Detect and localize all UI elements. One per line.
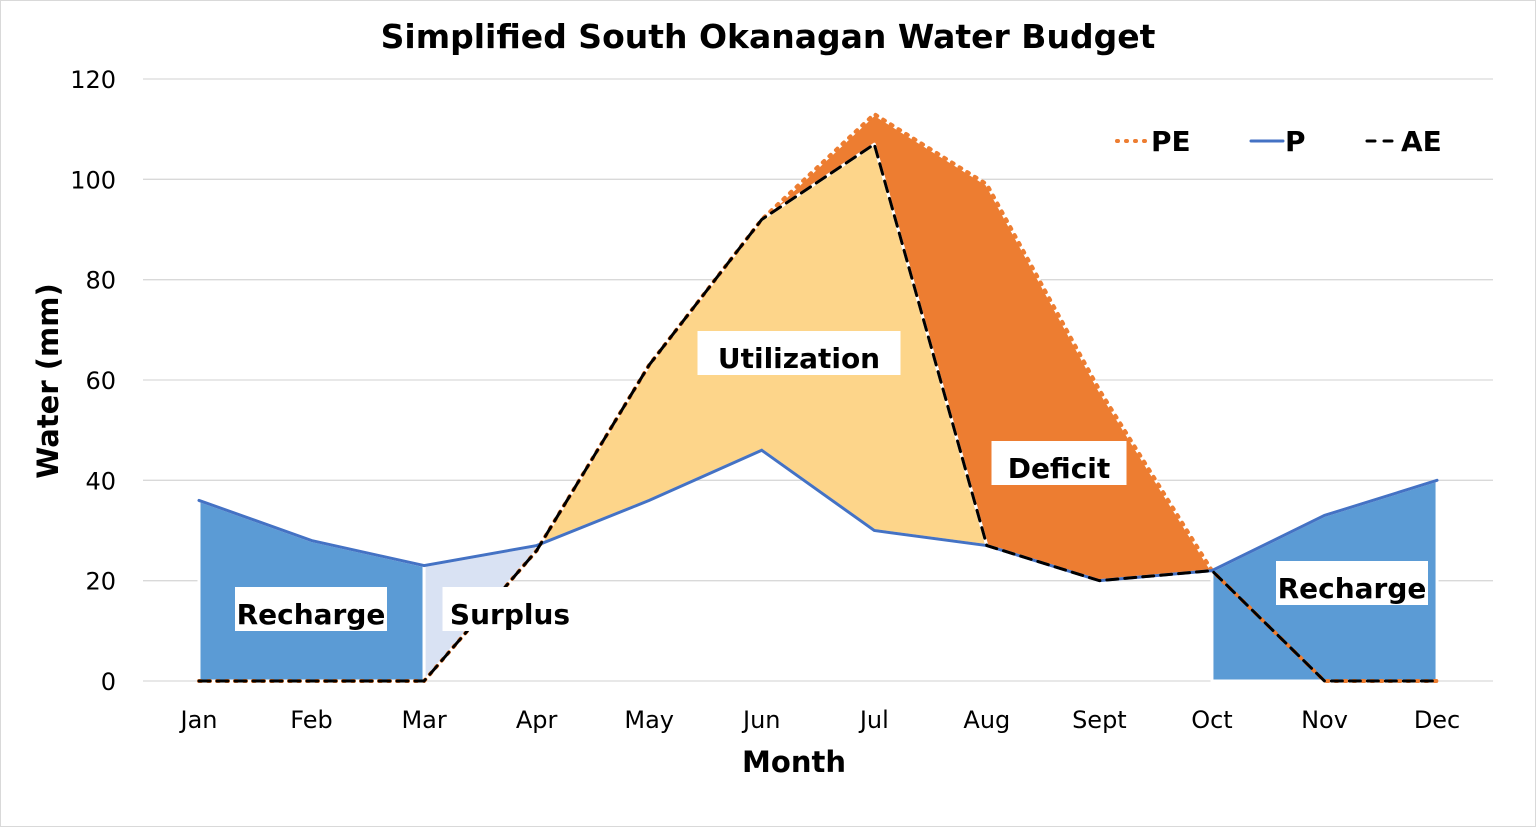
region-label-box — [442, 587, 578, 631]
region-label-box — [697, 331, 901, 375]
y-tick-label: 80 — [85, 267, 116, 295]
series-line-ae — [197, 141, 1439, 683]
x-tick-label: Mar — [401, 706, 446, 734]
legend: PE P AE — [1115, 125, 1442, 158]
x-tick-label: Jun — [741, 706, 781, 734]
region-label-box — [235, 587, 387, 631]
y-tick-label: 100 — [70, 166, 116, 194]
region-label: Utilization — [718, 342, 880, 375]
region-label-box — [991, 441, 1127, 485]
y-tick-label: 120 — [70, 66, 116, 94]
y-axis-label: Water (mm) — [31, 283, 65, 478]
y-tick-label: 40 — [85, 467, 116, 495]
x-tick-label: Dec — [1414, 706, 1460, 734]
x-tick-label: Sept — [1072, 706, 1127, 734]
y-tick-label: 0 — [101, 668, 116, 696]
x-tick-label: Jan — [179, 706, 218, 734]
legend-label: AE — [1401, 125, 1442, 158]
region-label: Recharge — [1278, 572, 1427, 605]
legend-label: PE — [1151, 125, 1191, 158]
region-label-box — [1276, 561, 1428, 605]
region-label: Recharge — [237, 598, 386, 631]
legend-label: P — [1285, 125, 1306, 158]
x-tick-label: Feb — [290, 706, 333, 734]
x-axis-label: Month — [742, 745, 846, 779]
x-tick-label: Jul — [858, 706, 889, 734]
x-tick-label: May — [624, 706, 674, 734]
y-tick-label: 20 — [85, 568, 116, 596]
region-label: Surplus — [450, 598, 570, 631]
chart-title: Simplified South Okanagan Water Budget — [381, 17, 1156, 56]
x-tick-label: Oct — [1191, 706, 1233, 734]
series-line-p — [197, 448, 1439, 583]
x-tick-label: Aug — [963, 706, 1010, 734]
y-tick-label: 60 — [85, 367, 116, 395]
x-tick-label: Nov — [1301, 706, 1348, 734]
region-label: Deficit — [1008, 452, 1111, 485]
x-tick-label: Apr — [516, 706, 558, 734]
